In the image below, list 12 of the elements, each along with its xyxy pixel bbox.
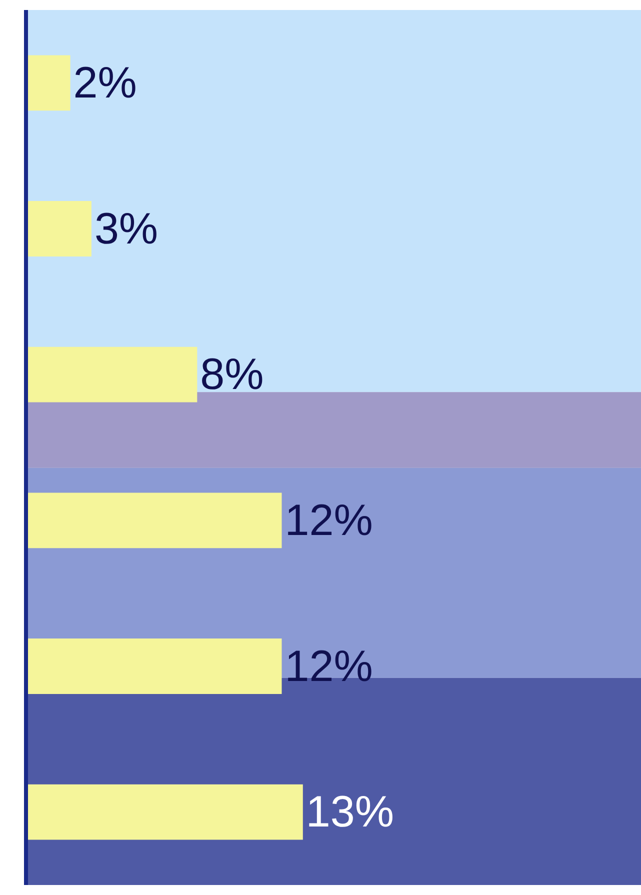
bar <box>28 492 282 548</box>
bar <box>28 55 70 111</box>
bar <box>28 201 92 256</box>
data-label: 8% <box>200 350 264 400</box>
bar <box>28 784 303 840</box>
bar <box>28 346 198 402</box>
data-label: 12% <box>284 642 373 691</box>
data-label: 2% <box>73 58 137 108</box>
bar <box>28 638 282 694</box>
data-label: 12% <box>284 496 373 545</box>
data-label: 3% <box>94 204 158 254</box>
data-label: 13% <box>306 788 394 837</box>
